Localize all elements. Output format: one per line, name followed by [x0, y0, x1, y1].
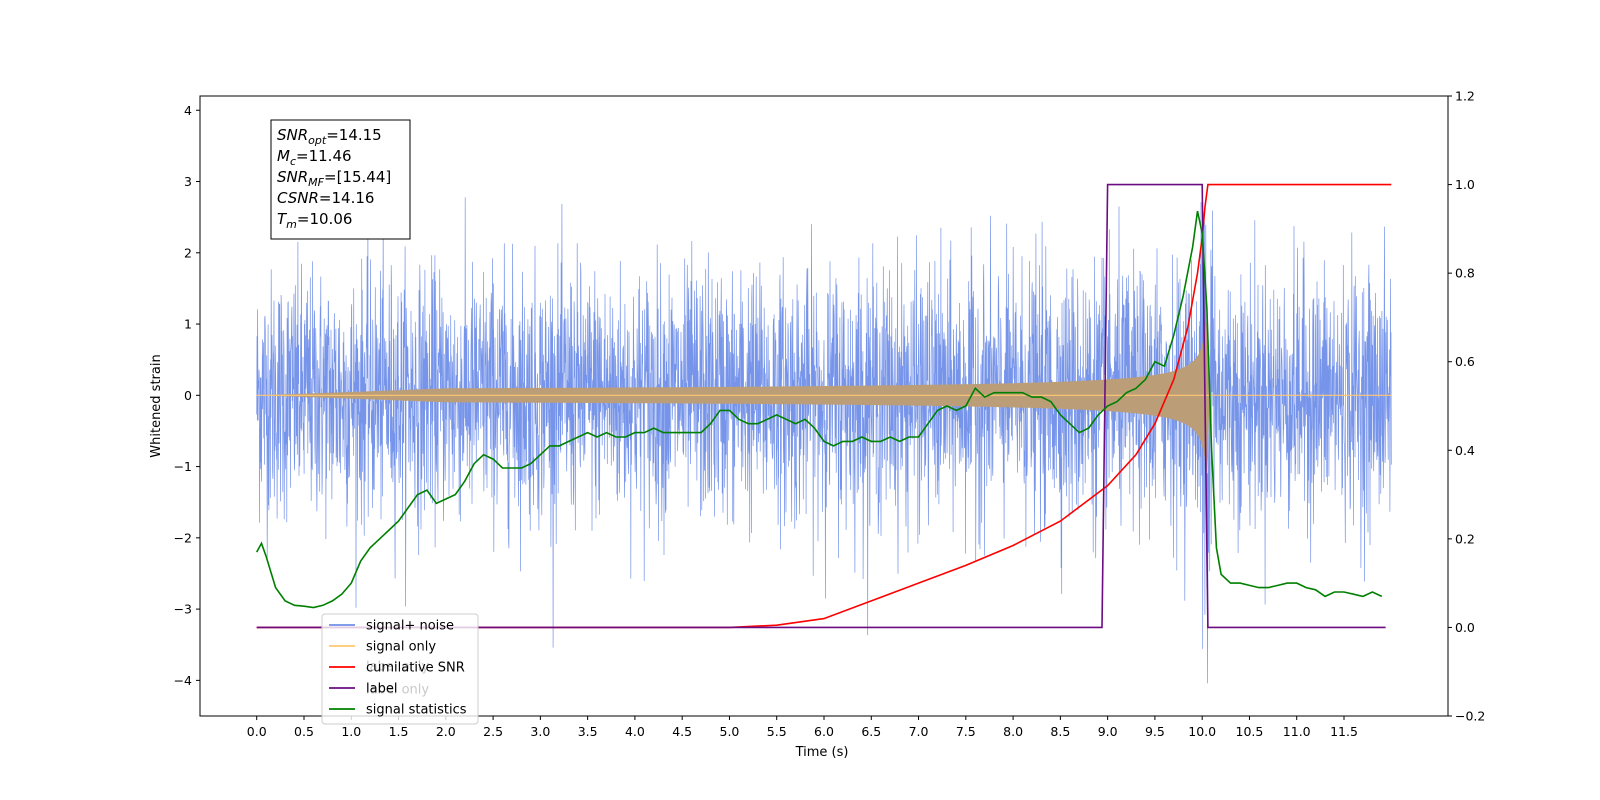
x-tick-label: 10.5 — [1236, 724, 1264, 739]
x-axis-label: Time (s) — [795, 745, 849, 760]
x-tick-label: 11.5 — [1330, 724, 1358, 739]
x-tick-label: 1.5 — [389, 724, 409, 739]
legend-label: signal only — [366, 640, 436, 655]
x-tick-label: 3.0 — [530, 724, 550, 739]
x-tick-label: 0.0 — [247, 724, 267, 739]
x-tick-label: 10.0 — [1188, 724, 1216, 739]
x-tick-label: 3.5 — [578, 724, 598, 739]
legend-label: label — [366, 682, 397, 697]
x-tick-label: 5.5 — [767, 724, 787, 739]
y-tick-label: 2 — [184, 245, 192, 260]
x-tick-label: 2.0 — [436, 724, 456, 739]
annotation-lines: SNRopt=14.15Mc=11.46SNRMF=[15.44]CSNR=14… — [277, 126, 391, 231]
plot-area — [255, 183, 1392, 684]
y-tick-label: 3 — [184, 174, 192, 189]
y-axis-label: Whitened strain — [149, 354, 164, 457]
x-tick-label: 1.0 — [341, 724, 361, 739]
y2-tick-label: 0.6 — [1455, 354, 1475, 369]
y2-tick-label: 0.4 — [1455, 443, 1475, 458]
x-axis-ticks: 0.0 0.5 1.0 1.5 2.0 2.5 3.0 3.5 4.0 4.5 5.0 5.5 6.0 6… — [247, 716, 1358, 739]
signal-statistics-series — [255, 210, 1383, 609]
x-tick-label: 4.0 — [625, 724, 645, 739]
x-tick-label: 7.5 — [956, 724, 976, 739]
x-tick-label: 6.5 — [861, 724, 881, 739]
y-tick-label: −3 — [174, 602, 192, 617]
annotation-line: Mc=11.46 — [277, 147, 352, 168]
x-tick-label: 2.5 — [483, 724, 503, 739]
y2-tick-label: 0.0 — [1455, 620, 1475, 635]
y2-tick-label: 1.0 — [1455, 177, 1475, 192]
x-tick-label: 0.5 — [294, 724, 314, 739]
y2-axis-ticks: 1.2 1.0 0.8 0.6 0.4 0.2 0.0 −0.2 — [1448, 89, 1485, 724]
annotation-box: SNRopt=14.15Mc=11.46SNRMF=[15.44]CSNR=14… — [270, 119, 411, 240]
y2-tick-label: 1.2 — [1455, 89, 1475, 104]
y-tick-label: 4 — [184, 103, 192, 118]
x-tick-label: 9.5 — [1145, 724, 1165, 739]
annotation-line: CSNR=14.16 — [277, 189, 374, 207]
legend-label: signal+ noise — [366, 619, 454, 634]
annotation-line: SNRMF=[15.44] — [277, 168, 391, 189]
annotation-frame — [270, 119, 411, 240]
annotation-line: Tm=10.06 — [277, 210, 352, 231]
legend: label only label only signal+ noise signal … — [321, 613, 479, 725]
legend-items: label only label only signal+ noise signal … — [329, 619, 467, 718]
y-tick-label: 0 — [184, 388, 192, 403]
label-series — [256, 183, 1386, 629]
legend-label: cumilative SNR — [366, 661, 465, 676]
y2-tick-label: −0.2 — [1455, 709, 1485, 724]
x-tick-label: 9.0 — [1098, 724, 1118, 739]
y-tick-label: 1 — [184, 317, 192, 332]
x-tick-label: 4.5 — [672, 724, 692, 739]
x-tick-label: 6.0 — [814, 724, 834, 739]
y-tick-label: −4 — [174, 673, 192, 688]
x-tick-label: 5.0 — [720, 724, 740, 739]
overlapped-legend-text: label only — [366, 660, 429, 675]
y2-tick-label: 0.2 — [1455, 531, 1475, 546]
legend-label: signal statistics — [366, 703, 467, 718]
y-tick-label: −2 — [174, 530, 192, 545]
y2-tick-label: 0.8 — [1455, 266, 1475, 281]
legend-frame — [321, 613, 479, 725]
annotation-line: SNRopt=14.15 — [277, 126, 382, 147]
series-group — [255, 183, 1392, 629]
x-tick-label: 8.0 — [1003, 724, 1023, 739]
y-tick-label: −1 — [174, 459, 192, 474]
overlapped-legend-text: label only — [366, 683, 429, 698]
x-tick-label: 11.0 — [1283, 724, 1311, 739]
y-axis-ticks: 4 3 2 1 0 −1 −2 −3 −4 — [174, 103, 200, 688]
x-tick-label: 7.0 — [909, 724, 929, 739]
x-tick-label: 8.5 — [1050, 724, 1070, 739]
